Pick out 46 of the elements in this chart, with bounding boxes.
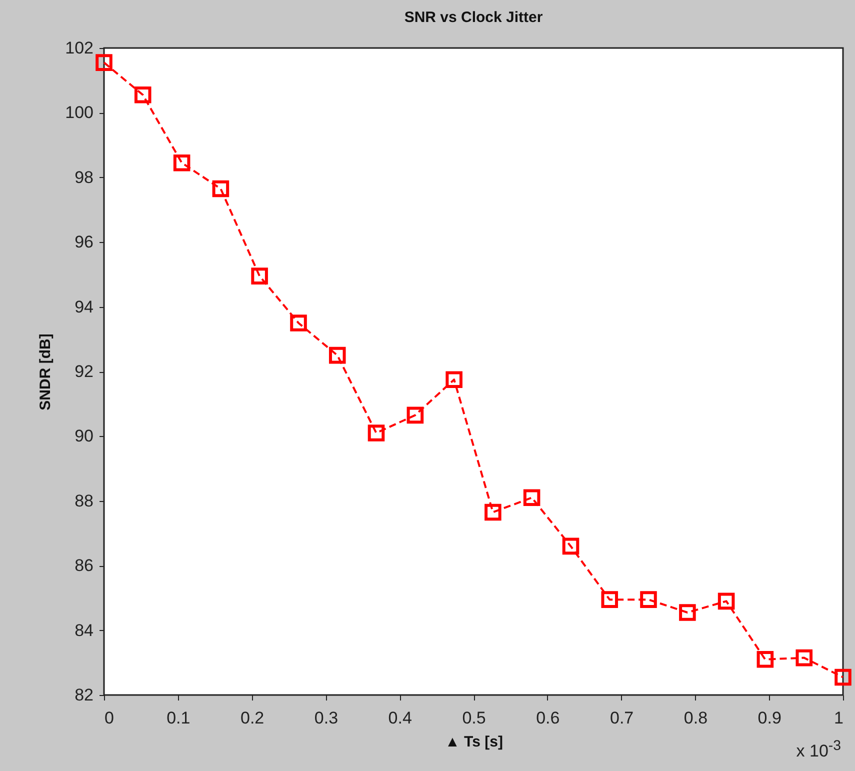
point — [134, 86, 152, 104]
point — [251, 268, 268, 284]
x-tick-label: 0.9 — [758, 708, 782, 728]
point — [523, 489, 540, 506]
point — [290, 314, 307, 332]
x-tick-label: 0 — [104, 708, 114, 728]
y-tick-label: 82 — [74, 686, 94, 704]
point — [562, 538, 580, 555]
chart-title: SNR vs Clock Jitter — [404, 9, 543, 26]
point — [368, 424, 385, 442]
point — [212, 180, 230, 198]
y-tick-label: 92 — [74, 362, 94, 381]
x-tick-label: 0.8 — [684, 708, 708, 728]
point — [406, 406, 424, 424]
y-tick-label: 102 — [65, 38, 94, 58]
x-tick-label: 0.7 — [610, 708, 634, 728]
y-tick-label: 96 — [74, 232, 94, 252]
point — [328, 346, 346, 364]
y-tick-label: 84 — [74, 620, 94, 640]
point — [679, 604, 696, 621]
x-tick-label: 0.4 — [388, 708, 412, 728]
x-tick-label: 0.5 — [462, 708, 486, 728]
point — [834, 668, 852, 686]
y-tick-label: 94 — [74, 297, 94, 316]
point — [601, 591, 618, 608]
y-tick-label: 86 — [74, 556, 94, 576]
point — [446, 371, 462, 388]
x-tick-label: 1 — [834, 708, 844, 728]
point — [173, 154, 190, 172]
text: x 10$^{-3}$ — [796, 738, 841, 762]
x-axis-title: ▲ Ts [s] — [445, 734, 503, 750]
x-tick-label: 0.3 — [314, 708, 338, 728]
point — [484, 504, 502, 521]
point — [796, 649, 813, 666]
x-tick-label: 0.6 — [536, 708, 560, 728]
y-tick-label: 100 — [65, 103, 94, 122]
y-tick-label: 88 — [74, 491, 94, 510]
x-tick-label: 0.1 — [166, 708, 190, 728]
y-axis-title: SNDR [dB] — [37, 334, 54, 410]
point — [756, 651, 774, 668]
point — [640, 591, 657, 608]
point — [96, 54, 112, 71]
y-tick-label: 98 — [74, 168, 94, 187]
point — [718, 592, 735, 610]
y-tick-label: 90 — [74, 426, 94, 446]
x-tick-label: 0.2 — [240, 708, 264, 728]
